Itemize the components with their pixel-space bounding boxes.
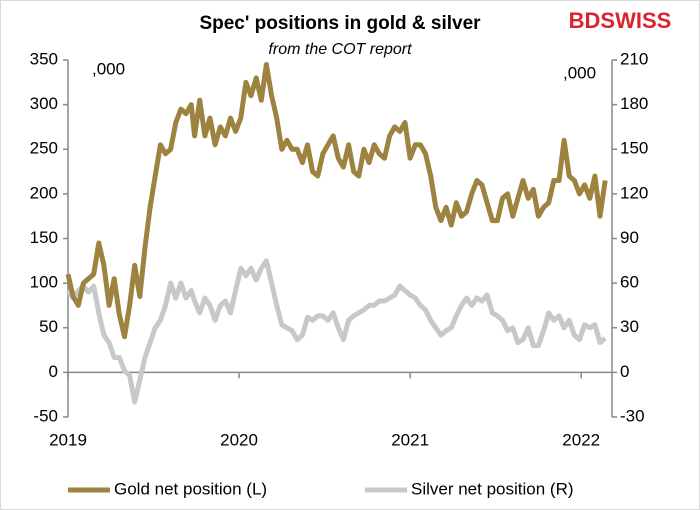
y2-tick-label: 90 bbox=[620, 228, 639, 247]
y-tick-label: 100 bbox=[30, 273, 58, 292]
legend-label: Gold net position (L) bbox=[114, 479, 267, 498]
y-tick-label: 350 bbox=[30, 49, 58, 68]
y-tick-label: 150 bbox=[30, 228, 58, 247]
series-line bbox=[65, 62, 608, 340]
y2-tick-label: 120 bbox=[620, 183, 648, 202]
y-tick-label: 300 bbox=[30, 94, 58, 113]
legend-label: Silver net position (R) bbox=[411, 479, 574, 498]
x-tick-label: 2019 bbox=[49, 430, 87, 449]
logo: BDSWISS bbox=[569, 8, 672, 33]
x-tick-label: 2022 bbox=[562, 430, 600, 449]
y2-tick-label: 150 bbox=[620, 139, 648, 158]
y-tick-label: 250 bbox=[30, 139, 58, 158]
y-unit-label: ,000 bbox=[92, 59, 125, 78]
chart-subtitle: from the COT report bbox=[268, 41, 412, 58]
y-tick-label: 50 bbox=[39, 317, 58, 336]
y-tick-label: 200 bbox=[30, 183, 58, 202]
y2-tick-label: 30 bbox=[620, 317, 639, 336]
y2-tick-label: 180 bbox=[620, 94, 648, 113]
y2-tick-label: 210 bbox=[620, 49, 648, 68]
y2-tick-label: 60 bbox=[620, 273, 639, 292]
y-tick-label: -50 bbox=[33, 406, 58, 425]
chart-title: Spec' positions in gold & silver bbox=[199, 13, 481, 34]
y2-tick-label: -30 bbox=[620, 406, 645, 425]
series-line bbox=[65, 258, 607, 405]
x-tick-label: 2021 bbox=[391, 430, 429, 449]
y2-tick-label: 0 bbox=[620, 362, 629, 381]
y-tick-label: 0 bbox=[49, 362, 58, 381]
x-tick-label: 2020 bbox=[220, 430, 258, 449]
y2-unit-label: ,000 bbox=[563, 63, 596, 82]
